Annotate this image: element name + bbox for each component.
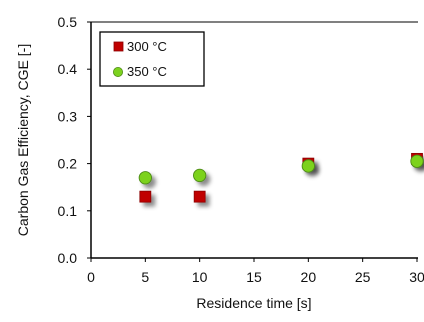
- legend-box: [99, 31, 205, 87]
- legend: 300 °C 350 °C: [99, 31, 205, 87]
- data-points: [138, 152, 424, 203]
- x-axis-ticks: 0 5 10 15 20 25 30: [87, 258, 424, 285]
- x-tick-label: 20: [301, 269, 317, 285]
- x-axis-title: Residence time [s]: [196, 295, 311, 311]
- data-point-350c: [301, 159, 315, 173]
- y-axis-title: Carbon Gas Efficiency, CGE [-]: [15, 44, 31, 236]
- y-axis-ticks: 0.0 0.1 0.2 0.3 0.4 0.5: [58, 14, 91, 266]
- x-tick-label: 30: [409, 269, 424, 285]
- legend-350c-marker: [113, 67, 124, 78]
- x-tick-label: 15: [246, 269, 262, 285]
- data-point-300c: [193, 190, 206, 203]
- y-tick-label: 0.2: [58, 156, 78, 172]
- x-tick-label: 5: [141, 269, 149, 285]
- y-tick-label: 0.5: [58, 14, 78, 30]
- y-tick-label: 0.4: [58, 61, 78, 77]
- legend-300c-label: 300 °C: [127, 39, 167, 54]
- data-point-350c: [410, 154, 424, 168]
- legend-350c-label: 350 °C: [127, 64, 167, 79]
- y-tick-label: 0.3: [58, 108, 78, 124]
- legend-300c-marker: [113, 41, 124, 52]
- x-tick-label: 10: [192, 269, 208, 285]
- x-tick-label: 25: [355, 269, 371, 285]
- y-tick-label: 0.1: [58, 203, 78, 219]
- x-tick-label: 0: [87, 269, 95, 285]
- data-point-300c: [139, 190, 152, 203]
- y-tick-label: 0.0: [58, 250, 78, 266]
- data-point-350c: [138, 171, 152, 185]
- data-point-350c: [193, 168, 207, 183]
